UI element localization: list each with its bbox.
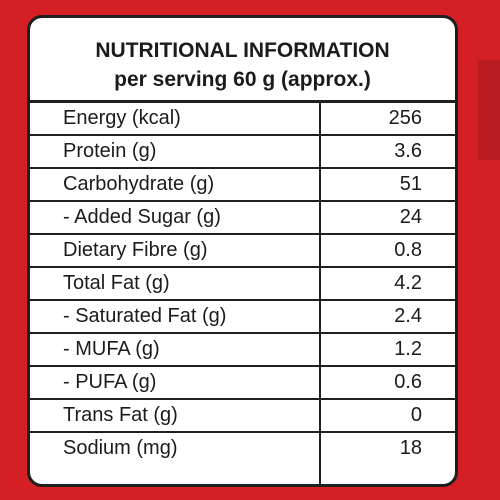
nutrition-row-added-sugar: - Added Sugar (g) 24 — [30, 202, 455, 235]
row-label: Trans Fat (g) — [63, 404, 178, 426]
row-label: Protein (g) — [63, 140, 157, 162]
nutrition-header: NUTRITIONAL INFORMATION per serving 60 g… — [30, 36, 455, 94]
row-label: - PUFA (g) — [63, 371, 157, 393]
nutrition-row-mufa: - MUFA (g) 1.2 — [30, 334, 455, 367]
row-label: Sodium (mg) — [63, 437, 178, 459]
nutrition-table: Energy (kcal) 256 Protein (g) 3.6 Carboh… — [30, 100, 455, 464]
row-value: 0.6 — [394, 371, 422, 393]
row-label: Carbohydrate (g) — [63, 173, 215, 195]
nutrition-row-saturated-fat: - Saturated Fat (g) 2.4 — [30, 301, 455, 334]
nutrition-title: NUTRITIONAL INFORMATION — [95, 39, 390, 62]
row-value: 0.8 — [394, 239, 422, 261]
row-label: Dietary Fibre (g) — [63, 239, 208, 261]
row-value: 3.6 — [394, 140, 422, 162]
row-value: 51 — [399, 173, 422, 195]
row-value: 0 — [410, 404, 422, 426]
nutrition-row-energy: Energy (kcal) 256 — [30, 103, 455, 136]
nutrition-panel: NUTRITIONAL INFORMATION per serving 60 g… — [27, 15, 458, 487]
row-value: 1.2 — [394, 338, 422, 360]
background-shade — [478, 60, 500, 160]
nutrition-subtitle: per serving 60 g (approx.) — [114, 68, 371, 91]
nutrition-row-pufa: - PUFA (g) 0.6 — [30, 367, 455, 400]
row-value: 256 — [388, 107, 422, 129]
nutrition-row-total-fat: Total Fat (g) 4.2 — [30, 268, 455, 301]
nutrition-row-protein: Protein (g) 3.6 — [30, 136, 455, 169]
row-value: 2.4 — [394, 305, 422, 327]
row-value: 18 — [399, 437, 422, 459]
row-label: - MUFA (g) — [63, 338, 160, 360]
nutrition-row-dietary-fibre: Dietary Fibre (g) 0.8 — [30, 235, 455, 268]
row-label: - Saturated Fat (g) — [63, 305, 227, 327]
row-value: 24 — [399, 206, 422, 228]
nutrition-row-sodium: Sodium (mg) 18 — [30, 433, 455, 464]
row-label: Energy (kcal) — [63, 107, 181, 129]
row-value: 4.2 — [394, 272, 422, 294]
row-label: - Added Sugar (g) — [63, 206, 221, 228]
nutrition-row-carbohydrate: Carbohydrate (g) 51 — [30, 169, 455, 202]
column-divider — [319, 100, 321, 484]
row-label: Total Fat (g) — [63, 272, 170, 294]
nutrition-row-trans-fat: Trans Fat (g) 0 — [30, 400, 455, 433]
